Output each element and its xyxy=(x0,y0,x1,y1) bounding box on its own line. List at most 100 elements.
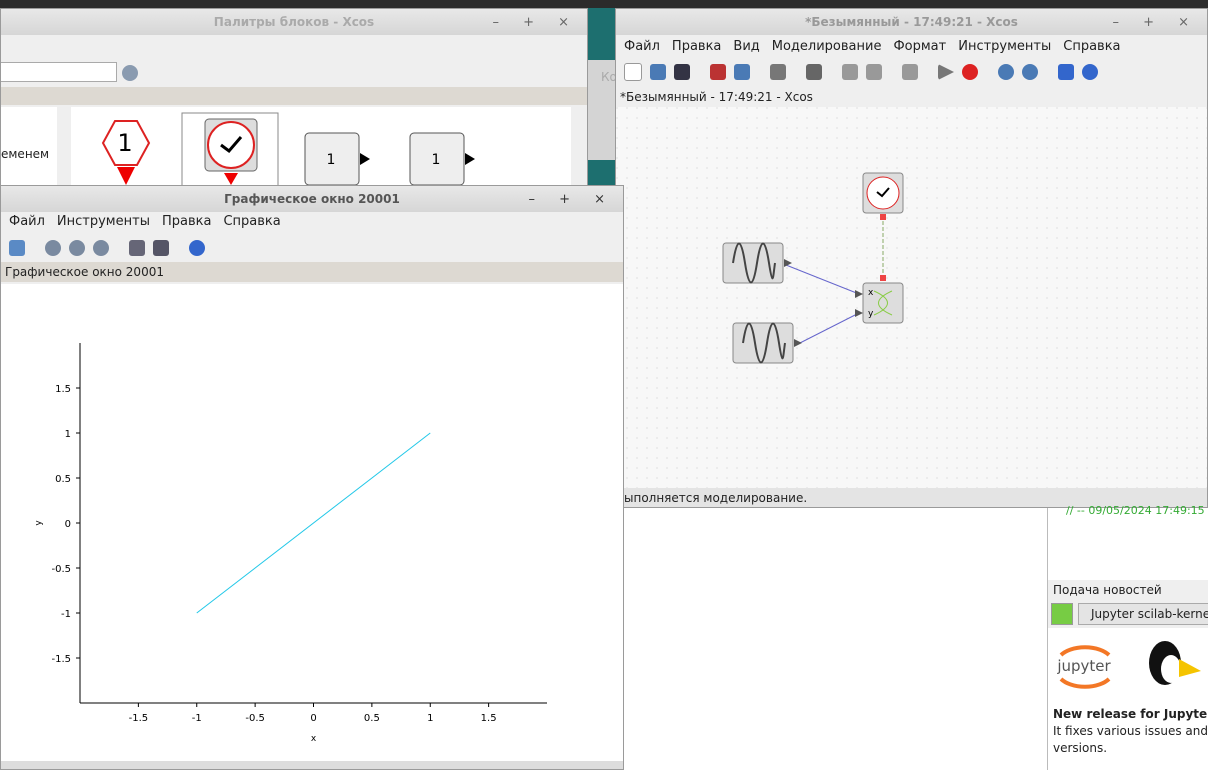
menu-item[interactable]: Правка xyxy=(161,213,212,229)
y-tick-label: -1 xyxy=(61,609,71,620)
menu-item[interactable]: Инструменты xyxy=(958,38,1052,54)
history-panel: // -- 09/05/2024 17:49:15 - xyxy=(1047,504,1208,580)
search-button[interactable] xyxy=(122,65,138,81)
icon xyxy=(1022,64,1038,80)
background-window: Ко xyxy=(588,60,617,160)
icon xyxy=(710,64,726,80)
news-body: versions. xyxy=(1053,741,1108,755)
window-title: Палитры блоков - Xcos xyxy=(1,9,587,35)
window-controls[interactable]: – + × xyxy=(528,192,615,207)
scope-icon xyxy=(873,290,893,316)
data-line xyxy=(196,432,431,614)
port xyxy=(360,153,370,165)
x-tick-label: 1 xyxy=(427,713,433,724)
menu-bar: Файл Правка Вид Моделирование Формат Инструме… xyxy=(616,34,1207,58)
window-title: *Безымянный - 17:49:21 - Xcos xyxy=(616,9,1207,35)
toolbar xyxy=(1,235,623,261)
port xyxy=(880,275,886,281)
y-tick-label: 1 xyxy=(65,429,71,440)
icon xyxy=(962,64,978,80)
port xyxy=(465,153,475,165)
port xyxy=(855,290,863,298)
x-tick-label: 1.5 xyxy=(481,713,497,724)
status-bar: ыполняется моделирование. xyxy=(616,488,1207,507)
y-tick-label: 0 xyxy=(65,519,71,530)
x-tick-label: 0.5 xyxy=(364,713,380,724)
y-tick-label: 0.5 xyxy=(55,474,71,485)
menu-item[interactable]: Справка xyxy=(223,213,281,229)
clock xyxy=(207,121,255,169)
puffin-beak xyxy=(1179,659,1201,677)
menu-bar: Файл Инструменты Правка Справка xyxy=(1,209,623,233)
port xyxy=(784,259,792,267)
sine-icon xyxy=(732,242,776,284)
puffin xyxy=(1161,655,1181,683)
scroll-bar xyxy=(1,761,623,769)
icon xyxy=(866,64,882,80)
logo-text: jupyter xyxy=(1056,657,1111,675)
toolbar xyxy=(616,59,1207,85)
block-shape xyxy=(101,120,151,166)
tab[interactable]: Графическое окно 20001 xyxy=(1,262,623,282)
scope-block[interactable] xyxy=(862,282,904,324)
taskbar xyxy=(0,0,1208,8)
search-box[interactable] xyxy=(1,62,117,82)
window-controls[interactable]: – + × xyxy=(492,15,579,30)
menu-item[interactable]: Файл xyxy=(624,38,660,54)
clock-hands xyxy=(220,136,243,154)
menu-item[interactable]: Моделирование xyxy=(771,38,882,54)
news-selector[interactable]: Jupyter scilab-kernel c xyxy=(1078,603,1208,625)
menu-item[interactable]: Правка xyxy=(671,38,722,54)
block-label[interactable]: 1 xyxy=(117,129,132,157)
plot: -1.5 -1 -0.5 0 0.5 1 1.5 -1.5 -1 -0.5 0 0.5 1 1.5 x y xyxy=(1,284,623,761)
x-axis-label: x xyxy=(311,734,317,744)
menu-item[interactable]: Справка xyxy=(1063,38,1121,54)
menu-item[interactable]: Инструменты xyxy=(56,213,150,229)
menu-item[interactable]: Вид xyxy=(733,38,760,54)
canvas-grid xyxy=(616,107,1207,488)
link xyxy=(785,264,860,295)
icon xyxy=(842,64,858,80)
window-controls[interactable]: – + × xyxy=(1112,15,1199,30)
icon xyxy=(998,64,1014,80)
icon xyxy=(938,64,954,80)
menu-item[interactable]: Файл xyxy=(9,213,45,229)
back-button[interactable] xyxy=(1051,603,1073,625)
icon xyxy=(650,64,666,80)
port xyxy=(880,214,886,220)
icon xyxy=(734,64,750,80)
xcos-window: *Безымянный - 17:49:21 - Xcos – + × Файл… xyxy=(615,8,1208,508)
icon xyxy=(9,240,25,256)
x-tick-label: -1 xyxy=(192,713,202,724)
block-label[interactable]: 1 xyxy=(432,152,441,168)
icon xyxy=(902,64,918,80)
port xyxy=(224,173,238,185)
icon xyxy=(806,64,822,80)
news-images: jupyter xyxy=(1056,641,1201,689)
news-content xyxy=(1048,628,1208,770)
x-tick-label: -1.5 xyxy=(129,713,149,724)
icon xyxy=(1082,64,1098,80)
icon xyxy=(93,240,109,256)
plot-bg xyxy=(1,284,623,761)
window-label: Ко xyxy=(601,70,617,84)
sine-icon xyxy=(742,322,786,364)
news-headline[interactable]: New release for Jupyter sc xyxy=(1053,707,1208,721)
tab[interactable]: *Безымянный - 17:49:21 - Xcos xyxy=(616,87,1207,107)
icon xyxy=(45,240,61,256)
menu-item[interactable]: Формат xyxy=(893,38,947,54)
port xyxy=(794,339,802,347)
port-label: y xyxy=(868,309,874,319)
block-label[interactable]: 1 xyxy=(327,152,336,168)
port-label: x xyxy=(868,288,874,298)
graphics-window: Графическое окно 20001 – + × Файл Инструм… xyxy=(0,185,624,770)
tree-item[interactable]: еменем xyxy=(1,147,50,161)
x-tick-label: -0.5 xyxy=(245,713,265,724)
clock-hands xyxy=(876,187,890,198)
diagram-canvas: x y xyxy=(616,107,1207,488)
news-title: Подача новостей xyxy=(1053,583,1162,597)
icon xyxy=(129,240,145,256)
icon xyxy=(153,240,169,256)
y-axis-label: y xyxy=(34,520,44,526)
